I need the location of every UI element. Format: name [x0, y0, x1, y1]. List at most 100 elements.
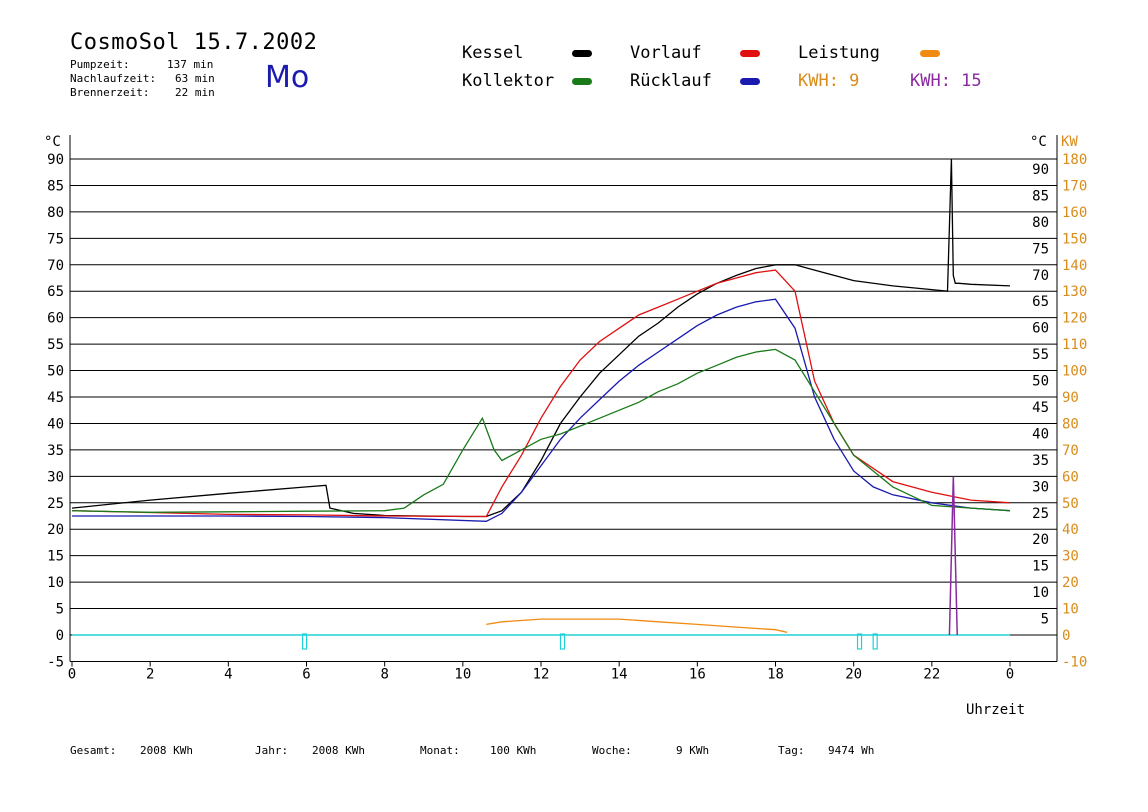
x-tick-label: 16 — [689, 666, 706, 682]
y-tick-right-c: 60 — [1032, 321, 1049, 337]
y-tick-right-kw: 40 — [1062, 522, 1079, 538]
x-tick-label: 6 — [302, 666, 310, 682]
y-tick-left: -5 — [47, 654, 64, 670]
y-tick-right-kw: 80 — [1062, 416, 1079, 432]
y-tick-right-kw: 70 — [1062, 443, 1079, 459]
y-tick-left: 45 — [47, 390, 64, 406]
y-tick-left: 55 — [47, 337, 64, 353]
y-tick-right-c: 75 — [1032, 241, 1049, 257]
y-tick-right-c: 70 — [1032, 268, 1049, 284]
chart-title: CosmoSol 15.7.2002 — [70, 30, 318, 55]
y-tick-right-kw: 170 — [1062, 178, 1087, 194]
stat-nachlaufzeit-value: 63 min — [175, 72, 215, 85]
x-tick-label: 20 — [845, 666, 862, 682]
pump-notch — [872, 633, 878, 650]
footer-gesamt-value: 2008 KWh — [140, 744, 193, 757]
y-tick-left: 25 — [47, 496, 64, 512]
left-axis-unit: °C — [44, 134, 61, 150]
x-tick-label: 22 — [923, 666, 940, 682]
stat-pumpzeit-label: Pumpzeit: — [70, 58, 130, 71]
y-tick-right-c: 40 — [1032, 426, 1049, 442]
y-tick-right-kw: 180 — [1062, 152, 1087, 168]
right-axis-ticks: 90 85 80 75 70 65 60 55 50 45 40 35 30 25 20 15 10 5 180 17… — [1032, 152, 1087, 670]
x-tick-label: 18 — [767, 666, 784, 682]
series-leistung — [486, 618, 788, 634]
x-tick-label: 2 — [146, 666, 154, 682]
y-tick-right-kw: 20 — [1062, 575, 1079, 591]
series-kollektor — [71, 348, 1011, 513]
pump-notch — [301, 633, 308, 650]
y-tick-right-c: 25 — [1032, 506, 1049, 522]
y-tick-right-c: 10 — [1032, 585, 1049, 601]
x-tick-label: 0 — [68, 666, 76, 682]
legend-vorlauf-swatch — [740, 50, 760, 57]
y-tick-right-c: 90 — [1032, 162, 1049, 178]
y-tick-right-kw: 0 — [1062, 628, 1070, 644]
y-tick-right-kw: 50 — [1062, 496, 1079, 512]
x-axis-ticks: 0 2 4 6 8 10 12 14 16 18 20 22 0 — [68, 661, 1014, 682]
series-kessel — [71, 158, 1011, 518]
y-tick-right-kw: 120 — [1062, 311, 1087, 327]
y-tick-right-c: 30 — [1032, 479, 1049, 495]
y-tick-left: 90 — [47, 152, 64, 168]
x-tick-label: 12 — [533, 666, 550, 682]
y-tick-right-c: 55 — [1032, 347, 1049, 363]
stat-brennerzeit-value: 22 min — [175, 86, 215, 99]
legend-ruecklauf-label: Rücklauf — [630, 71, 712, 91]
footer-tag-label: Tag: — [778, 744, 805, 757]
y-tick-left: 65 — [47, 284, 64, 300]
y-tick-left: 75 — [47, 231, 64, 247]
stat-nachlaufzeit-label: Nachlaufzeit: — [70, 72, 157, 85]
legend-vorlauf-label: Vorlauf — [630, 43, 702, 63]
y-tick-right-kw: 90 — [1062, 390, 1079, 406]
y-tick-right-c: 65 — [1032, 294, 1049, 310]
footer-monat-value: 100 KWh — [490, 744, 537, 757]
legend-kollektor-label: Kollektor — [462, 71, 555, 91]
y-tick-right-kw: 30 — [1062, 549, 1079, 565]
footer-woche-label: Woche: — [592, 744, 632, 757]
y-tick-left: 35 — [47, 443, 64, 459]
y-tick-right-kw: 160 — [1062, 205, 1087, 221]
y-tick-right-c: 85 — [1032, 188, 1049, 204]
x-tick-label: 14 — [611, 666, 628, 682]
y-tick-left: 10 — [47, 575, 64, 591]
x-axis-label: Uhrzeit — [966, 702, 1025, 718]
y-tick-right-kw: 10 — [1062, 602, 1079, 618]
right-axis-unit-kw: KW — [1061, 134, 1078, 150]
x-tick-label: 4 — [224, 666, 232, 682]
grid-lines — [69, 135, 1058, 662]
legend-kollektor-swatch — [572, 78, 592, 85]
footer-jahr-value: 2008 KWh — [312, 744, 365, 757]
legend-leistung-label: Leistung — [798, 43, 880, 63]
y-tick-left: 0 — [56, 628, 64, 644]
y-tick-left: 20 — [47, 522, 64, 538]
y-tick-right-c: 20 — [1032, 532, 1049, 548]
y-tick-left: 30 — [47, 469, 64, 485]
y-tick-right-c: 45 — [1032, 400, 1049, 416]
y-tick-left: 50 — [47, 364, 64, 380]
y-tick-left: 40 — [47, 416, 64, 432]
y-tick-right-c: 35 — [1032, 453, 1049, 469]
x-tick-label: 10 — [454, 666, 471, 682]
y-tick-right-kw: 110 — [1062, 337, 1087, 353]
weekday-label: Mo — [265, 60, 310, 95]
y-tick-left: 60 — [47, 311, 64, 327]
footer-gesamt-label: Gesamt: — [70, 744, 117, 757]
x-tick-label: 8 — [380, 666, 388, 682]
y-tick-right-kw: 130 — [1062, 284, 1087, 300]
footer-tag-value: 9474 Wh — [828, 744, 875, 757]
kwh-purple-label: KWH: 15 — [910, 71, 982, 91]
kwh-spike — [948, 476, 958, 636]
y-tick-right-kw: 60 — [1062, 469, 1079, 485]
y-tick-left: 80 — [47, 205, 64, 221]
x-tick-label: 0 — [1006, 666, 1014, 682]
y-tick-right-kw: 100 — [1062, 364, 1087, 380]
y-tick-right-c: 80 — [1032, 215, 1049, 231]
stat-pumpzeit-value: 137 min — [167, 58, 214, 71]
series-vorlauf — [71, 269, 1011, 518]
legend-kessel-label: Kessel — [462, 43, 524, 63]
right-axis-unit-celsius: °C — [1030, 134, 1047, 150]
pump-notch — [856, 633, 863, 650]
y-tick-right-kw: 140 — [1062, 258, 1087, 274]
